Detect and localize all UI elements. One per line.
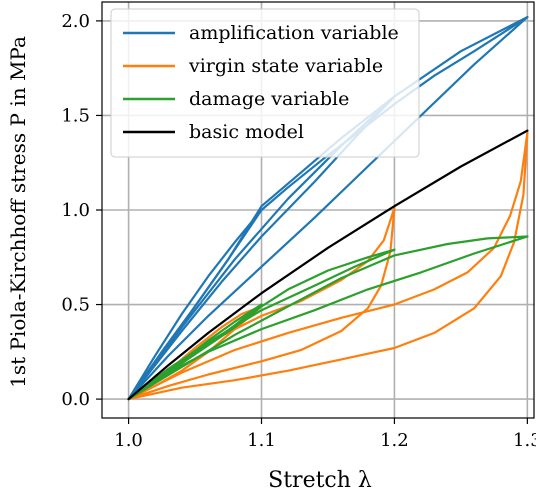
y-axis: 0.0 0.5 1.0 1.5 2.0 bbox=[61, 11, 102, 410]
legend-label: amplification variable bbox=[189, 22, 399, 44]
series-line bbox=[127, 131, 529, 401]
y-tick-label: 1.5 bbox=[61, 105, 90, 126]
series-line bbox=[127, 16, 529, 401]
legend-box bbox=[110, 8, 420, 158]
y-tick-label: 0.5 bbox=[61, 295, 90, 316]
x-axis: 1.0 1.1 1.2 1.3 bbox=[114, 418, 536, 451]
series-line bbox=[127, 235, 529, 401]
x-tick-label: 1.1 bbox=[247, 430, 276, 451]
legend-label: basic model bbox=[189, 121, 304, 143]
series-basic-model bbox=[127, 129, 529, 401]
series-line bbox=[127, 16, 529, 401]
series-line bbox=[127, 131, 529, 401]
legend-label: damage variable bbox=[189, 88, 349, 110]
y-tick-label: 0.0 bbox=[61, 389, 90, 410]
x-tick-label: 1.3 bbox=[513, 430, 536, 451]
series-line bbox=[127, 207, 396, 401]
series-damage-variable bbox=[127, 235, 529, 401]
series-line bbox=[127, 129, 529, 401]
series-line bbox=[127, 248, 396, 401]
y-axis-label: 1st Piola-Kirchhoff stress P in MPa bbox=[6, 36, 30, 388]
x-tick-label: 1.0 bbox=[114, 430, 143, 451]
x-axis-label: Stretch λ bbox=[268, 468, 372, 493]
x-tick-label: 1.2 bbox=[380, 430, 409, 451]
series-line bbox=[127, 248, 396, 401]
legend: amplification variable virgin state varia… bbox=[110, 8, 420, 158]
curves bbox=[127, 16, 529, 401]
y-tick-label: 1.0 bbox=[61, 200, 90, 221]
legend-label: virgin state variable bbox=[188, 55, 383, 77]
y-tick-label: 2.0 bbox=[61, 11, 90, 32]
series-amplification-variable bbox=[127, 16, 529, 401]
series-line bbox=[127, 16, 529, 401]
